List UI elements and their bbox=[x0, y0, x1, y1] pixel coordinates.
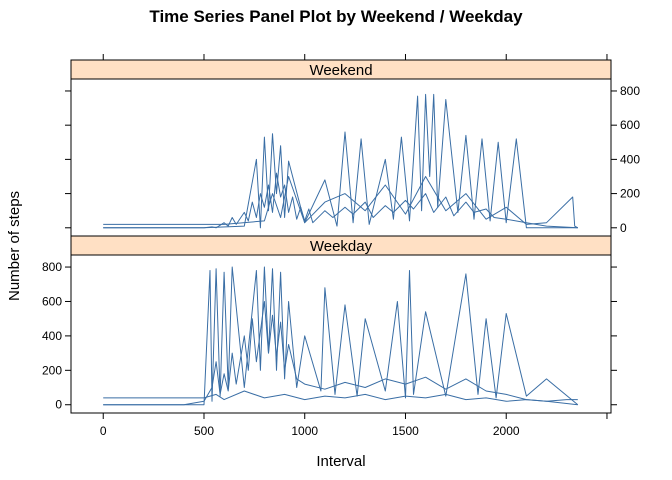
y-tick-label: 400 bbox=[42, 329, 62, 343]
y-tick-label: 400 bbox=[620, 152, 640, 166]
x-axis-label: Interval bbox=[316, 453, 365, 470]
x-tick-label: 2000 bbox=[493, 424, 520, 438]
panels: Weekend 0 200 400 600 800 Weekday 0 200 400 600 800 bbox=[42, 59, 640, 414]
x-tick-label: 1500 bbox=[392, 424, 419, 438]
x-tick-label: 500 bbox=[194, 424, 214, 438]
x-tick-label: 1000 bbox=[291, 424, 318, 438]
y-tick-label: 200 bbox=[620, 187, 640, 201]
x-axis: 0 500 1000 1500 2000 bbox=[100, 54, 608, 438]
series-line bbox=[103, 266, 579, 406]
strip-label: Weekend bbox=[309, 62, 372, 79]
plot-frame bbox=[70, 254, 612, 414]
plot-frame bbox=[70, 78, 612, 237]
y-tick-label: 0 bbox=[620, 221, 627, 235]
series-line bbox=[103, 390, 578, 402]
chart-title: Time Series Panel Plot by Weekend / Week… bbox=[149, 7, 523, 26]
y-tick-label: 200 bbox=[42, 363, 62, 377]
series-line bbox=[103, 176, 579, 229]
y-tick-label: 0 bbox=[55, 398, 62, 412]
panel-weekend: Weekend 0 200 400 600 800 bbox=[65, 59, 640, 237]
panel-weekday: Weekday 0 200 400 600 800 bbox=[42, 235, 617, 414]
y-axis-label: Number of steps bbox=[6, 191, 23, 301]
y-tick-label: 800 bbox=[620, 84, 640, 98]
y-tick-label: 800 bbox=[42, 260, 62, 274]
y-tick-label: 600 bbox=[42, 294, 62, 308]
y-tick-label: 600 bbox=[620, 118, 640, 132]
x-tick-label: 0 bbox=[100, 424, 107, 438]
series-line bbox=[103, 93, 578, 229]
strip-label: Weekday bbox=[310, 238, 373, 255]
